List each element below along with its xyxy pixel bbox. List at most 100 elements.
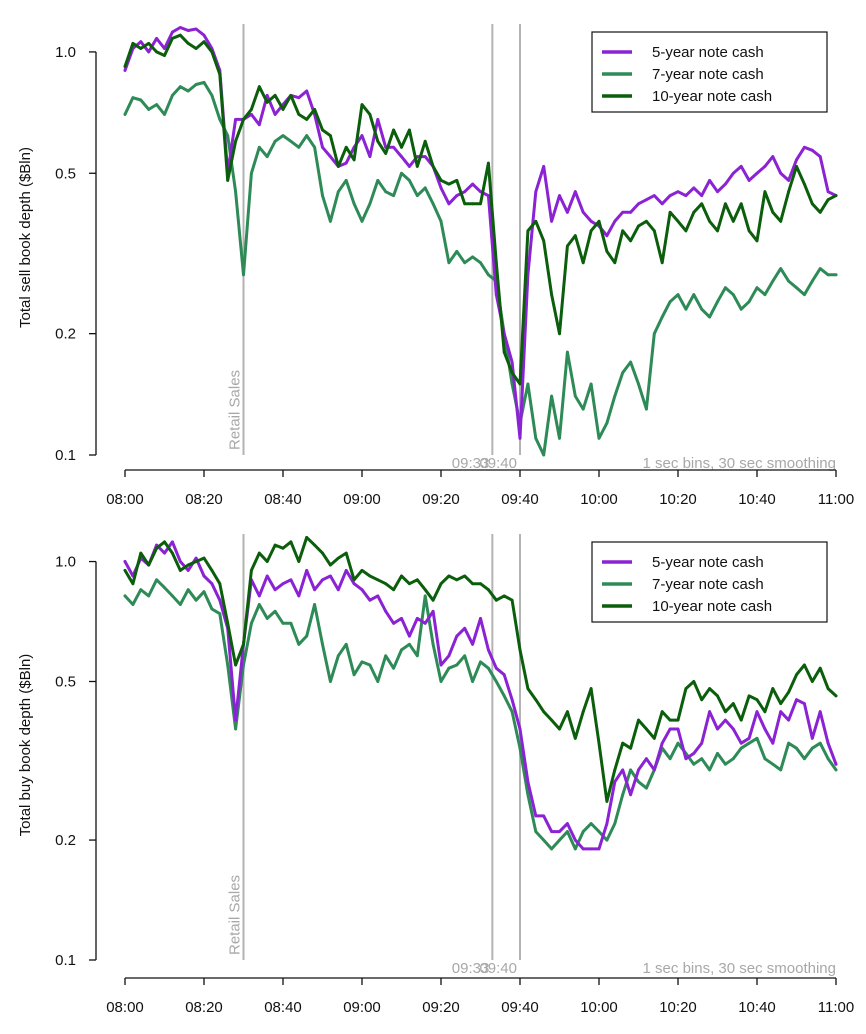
data-point-ten_year: [455, 578, 459, 582]
data-point-ten_year: [739, 718, 743, 722]
data-point-ten_year: [178, 569, 182, 572]
data-point-five_year: [297, 594, 301, 598]
data-point-five_year: [431, 609, 435, 613]
data-point-seven_year: [439, 219, 443, 223]
data-point-five_year: [171, 30, 174, 34]
data-point-five_year: [779, 171, 783, 175]
data-point-seven_year: [202, 81, 206, 84]
data-point-seven_year: [826, 757, 830, 761]
data-point-ten_year: [645, 727, 648, 731]
data-point-seven_year: [708, 315, 711, 319]
data-point-five_year: [510, 360, 514, 364]
data-point-ten_year: [289, 94, 293, 97]
data-point-seven_year: [818, 267, 822, 270]
data-point-five_year: [787, 179, 790, 182]
data-point-seven_year: [368, 202, 372, 206]
data-point-five_year: [668, 727, 672, 731]
data-point-ten_year: [226, 621, 230, 625]
x-tick-label: 08:20: [185, 491, 223, 508]
data-point-seven_year: [368, 663, 372, 667]
data-point-seven_year: [550, 847, 553, 851]
legend-box: [591, 541, 828, 623]
data-point-ten_year: [747, 694, 751, 698]
data-point-seven_year: [771, 762, 775, 766]
data-point-five_year: [629, 793, 632, 797]
data-point-five_year: [542, 165, 546, 168]
data-point-ten_year: [242, 642, 245, 646]
data-point-five_year: [400, 617, 403, 620]
data-point-ten_year: [510, 598, 514, 602]
data-point-five_year: [692, 752, 696, 755]
data-point-seven_year: [550, 394, 553, 398]
data-point-seven_year: [818, 741, 822, 745]
data-point-ten_year: [384, 582, 388, 586]
data-point-five_year: [376, 594, 380, 598]
legend-label: 10-year note cash: [652, 598, 772, 615]
data-point-seven_year: [747, 741, 751, 745]
data-point-five_year: [534, 190, 538, 194]
y-tick-label: 1.0: [55, 554, 76, 571]
data-point-five_year: [447, 654, 451, 658]
data-point-ten_year: [652, 736, 656, 740]
data-point-five_year: [771, 741, 775, 745]
data-point-ten_year: [763, 710, 767, 714]
data-point-ten_year: [621, 741, 625, 745]
data-point-seven_year: [257, 603, 261, 606]
data-point-ten_year: [795, 165, 798, 168]
data-point-seven_year: [692, 762, 696, 766]
data-point-seven_year: [455, 250, 459, 253]
data-point-seven_year: [558, 838, 561, 842]
data-point-five_year: [684, 757, 688, 761]
data-point-five_year: [487, 648, 490, 652]
legend-label: 5-year note cash: [652, 554, 764, 571]
data-point-ten_year: [803, 663, 806, 667]
data-point-seven_year: [526, 382, 530, 386]
data-point-five_year: [321, 145, 324, 149]
data-point-five_year: [526, 273, 530, 277]
data-point-five_year: [321, 578, 324, 582]
data-point-seven_year: [178, 603, 182, 606]
data-point-five_year: [716, 190, 719, 194]
data-point-seven_year: [731, 293, 735, 296]
data-point-seven_year: [289, 621, 293, 625]
data-point-seven_year: [186, 89, 190, 93]
data-point-ten_year: [716, 229, 719, 233]
data-point-seven_year: [487, 666, 490, 670]
data-point-seven_year: [321, 642, 324, 646]
data-point-five_year: [439, 663, 443, 667]
data-point-ten_year: [155, 546, 159, 550]
legend-label: 7-year note cash: [652, 576, 764, 593]
data-point-seven_year: [226, 663, 230, 667]
data-point-seven_year: [202, 590, 206, 594]
data-point-seven_year: [716, 752, 719, 755]
data-point-five_year: [352, 582, 356, 586]
y-axis-label: Total buy book depth ($Bln): [17, 654, 34, 837]
data-point-seven_year: [739, 307, 743, 311]
x-tick-label: 10:20: [659, 999, 697, 1016]
data-point-five_year: [684, 194, 688, 198]
data-point-ten_year: [755, 698, 759, 702]
data-point-seven_year: [826, 273, 830, 277]
data-point-seven_year: [716, 300, 719, 304]
data-point-ten_year: [471, 582, 474, 586]
data-point-seven_year: [392, 666, 395, 670]
data-point-ten_year: [202, 556, 206, 560]
data-point-seven_year: [210, 94, 214, 97]
x-tick-label: 10:40: [738, 999, 776, 1016]
data-point-five_year: [621, 210, 625, 214]
data-point-seven_year: [376, 680, 380, 683]
data-point-ten_year: [336, 165, 340, 168]
data-point-seven_year: [329, 219, 332, 223]
data-point-seven_year: [408, 179, 411, 182]
data-point-five_year: [818, 710, 822, 714]
data-point-ten_year: [834, 194, 838, 198]
data-point-five_year: [139, 40, 143, 44]
data-point-five_year: [613, 780, 617, 784]
data-point-ten_year: [257, 551, 261, 555]
data-point-ten_year: [518, 382, 522, 386]
data-point-five_year: [660, 202, 664, 206]
x-tick-label: 10:00: [580, 491, 618, 508]
data-point-five_year: [123, 69, 127, 72]
data-point-ten_year: [518, 648, 522, 652]
